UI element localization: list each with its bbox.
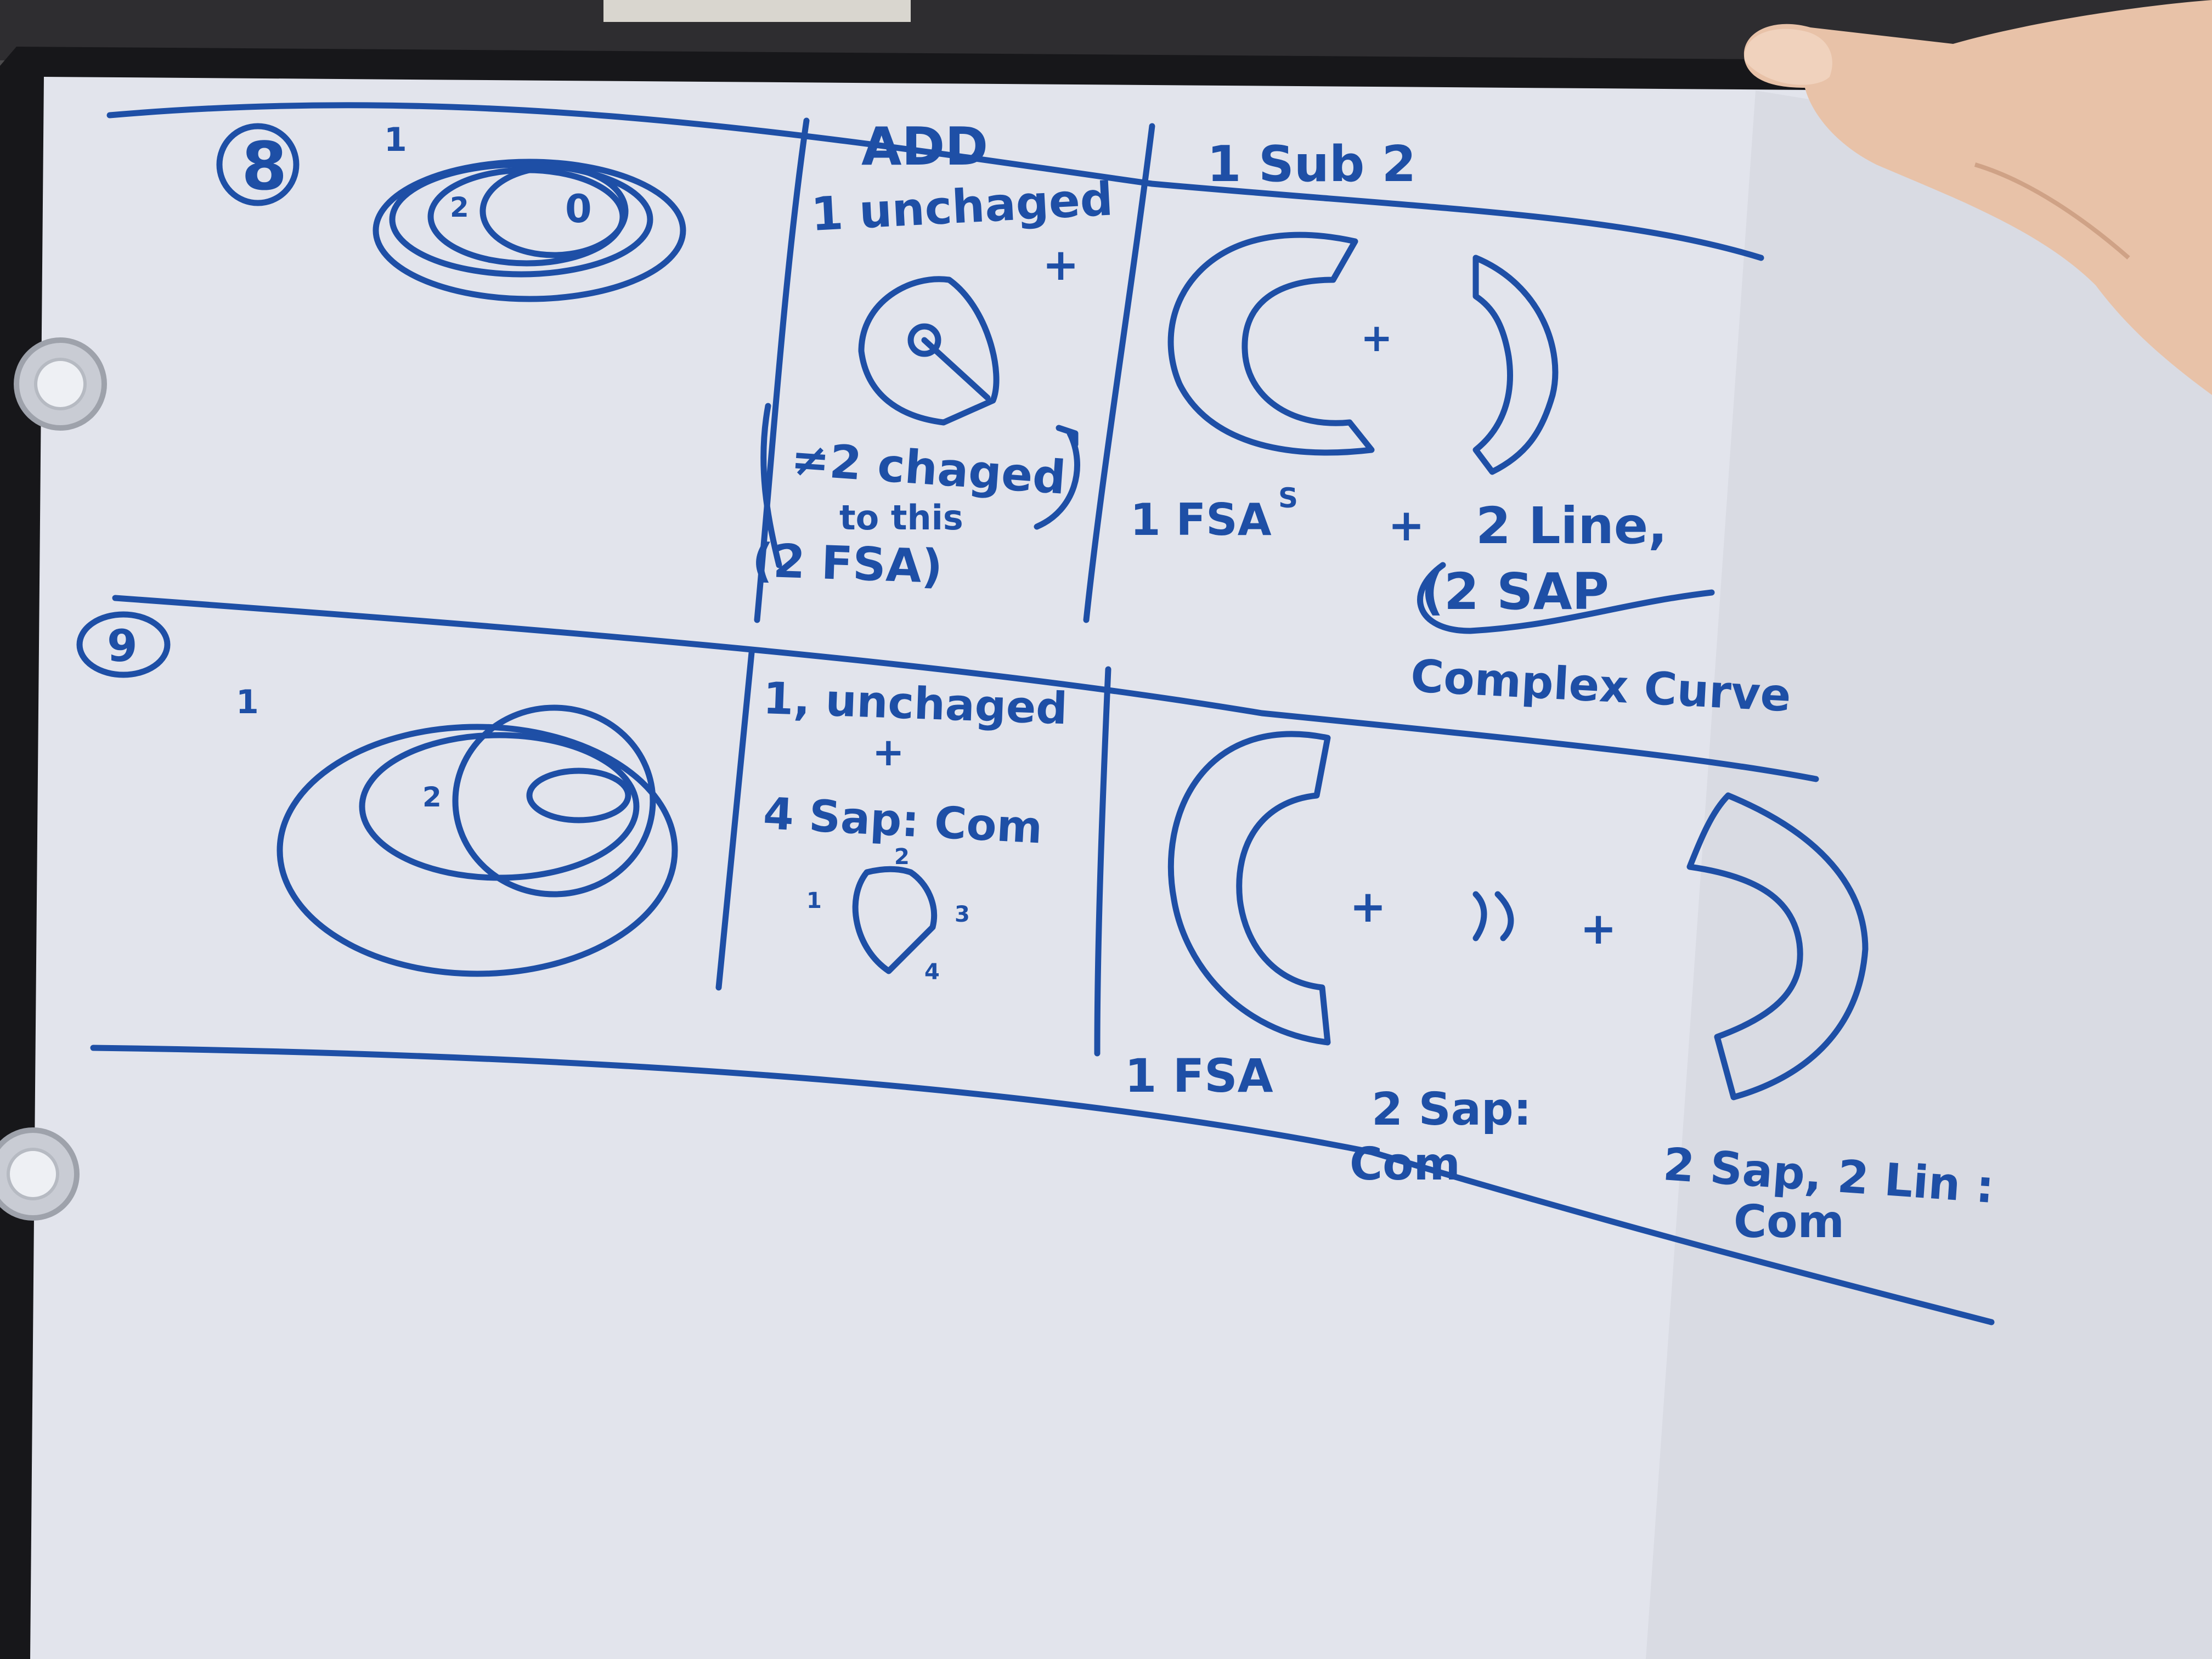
row8-number: 8 bbox=[241, 129, 287, 205]
mount-clip-lower bbox=[0, 1127, 80, 1221]
row9-small-label-2: 2 bbox=[894, 844, 910, 870]
ink-strokes bbox=[76, 102, 1995, 1325]
row8-onion-label-1: 1 bbox=[384, 121, 407, 159]
row9-sub-plus-2: + bbox=[1580, 903, 1617, 954]
row8-sub-line-plus: + bbox=[1388, 500, 1425, 551]
paper-sheet bbox=[603, 0, 911, 22]
row9-add-plus: + bbox=[872, 730, 905, 775]
row8-add-fsa: (2 FSA) bbox=[751, 533, 944, 594]
row9-onion-core bbox=[526, 768, 631, 823]
row9-number-circle bbox=[76, 611, 171, 678]
row8-add-radius bbox=[921, 337, 991, 401]
row9-sub-com-b: Com bbox=[1734, 1196, 1844, 1248]
row8-sub-sap: (2 SAP bbox=[1421, 562, 1609, 621]
row8-sub-line: 2 Line, bbox=[1476, 496, 1667, 555]
row9-small-label-4: 4 bbox=[924, 960, 940, 985]
row8-sub-swoosh bbox=[1417, 562, 1715, 634]
row9-small-label-1: 1 bbox=[806, 888, 822, 913]
row8-add-shape bbox=[858, 276, 1000, 426]
row8-sub-plus: + bbox=[1361, 315, 1393, 360]
row8-add-bracket bbox=[760, 403, 782, 568]
row9-sub-big-arc bbox=[1686, 792, 1869, 1101]
row8-add-arrow bbox=[1034, 425, 1080, 530]
row9-sub-small-arcs bbox=[1472, 891, 1514, 941]
row8-top-line bbox=[106, 102, 1764, 261]
row9-onion-outer bbox=[276, 724, 678, 977]
row9-onion-label-1: 1 bbox=[236, 683, 259, 721]
row8-onion-label-2: 2 bbox=[450, 191, 469, 223]
row8-onion-mid bbox=[389, 161, 653, 278]
row8-sub-arc bbox=[1472, 255, 1559, 475]
row9-small-label-3: 3 bbox=[955, 902, 970, 927]
row8-add-center bbox=[907, 323, 941, 357]
row9-onion-mid bbox=[452, 704, 656, 898]
whiteboard-surface bbox=[30, 77, 2212, 1659]
row9-sub-sap-a: 2 Sap: bbox=[1372, 1084, 1531, 1136]
row8-onion-0 bbox=[479, 164, 629, 258]
row9-add-shape bbox=[852, 866, 938, 974]
hand bbox=[1743, 0, 2212, 395]
row8-add-changed-to: to this bbox=[839, 498, 963, 538]
row9-add-unchanged: 1, unchaged bbox=[762, 673, 1068, 734]
row8-sub-c-shape bbox=[1167, 232, 1375, 456]
row8-sub-fsa: 1 FSA bbox=[1130, 494, 1272, 545]
row9-col-divider-1 bbox=[715, 650, 755, 991]
row9-sub-plus-1: + bbox=[1350, 881, 1386, 932]
row9-col-divider-2 bbox=[1094, 666, 1111, 1057]
row8-col-divider-1 bbox=[754, 117, 810, 623]
row8-sub-header: 1 Sub 2 bbox=[1207, 136, 1416, 193]
row8-onion-label-0: 0 bbox=[565, 187, 592, 232]
row9-onion-label-2: 2 bbox=[422, 781, 442, 813]
row8-number-circle bbox=[216, 123, 300, 206]
row9-number: 9 bbox=[107, 620, 138, 672]
row8-bottom-line bbox=[112, 595, 1819, 782]
row9-bottom-line bbox=[90, 1045, 1995, 1325]
handwriting: 8 1 2 0 ADD 1 unchaged + ≠2 chaged to th… bbox=[107, 117, 1996, 1248]
row8-add-plus: + bbox=[1042, 239, 1079, 290]
row9-sub-c-shape bbox=[1167, 731, 1331, 1046]
row8-add-header: ADD bbox=[861, 117, 988, 177]
mount-clip-upper bbox=[14, 337, 107, 431]
row8-sub-fsa-mark: S bbox=[1278, 482, 1298, 514]
row8-col-divider-2 bbox=[1083, 123, 1155, 623]
row9-sub-com-a: Com bbox=[1350, 1138, 1460, 1190]
row9-sub-fsa: 1 FSA bbox=[1125, 1049, 1273, 1103]
